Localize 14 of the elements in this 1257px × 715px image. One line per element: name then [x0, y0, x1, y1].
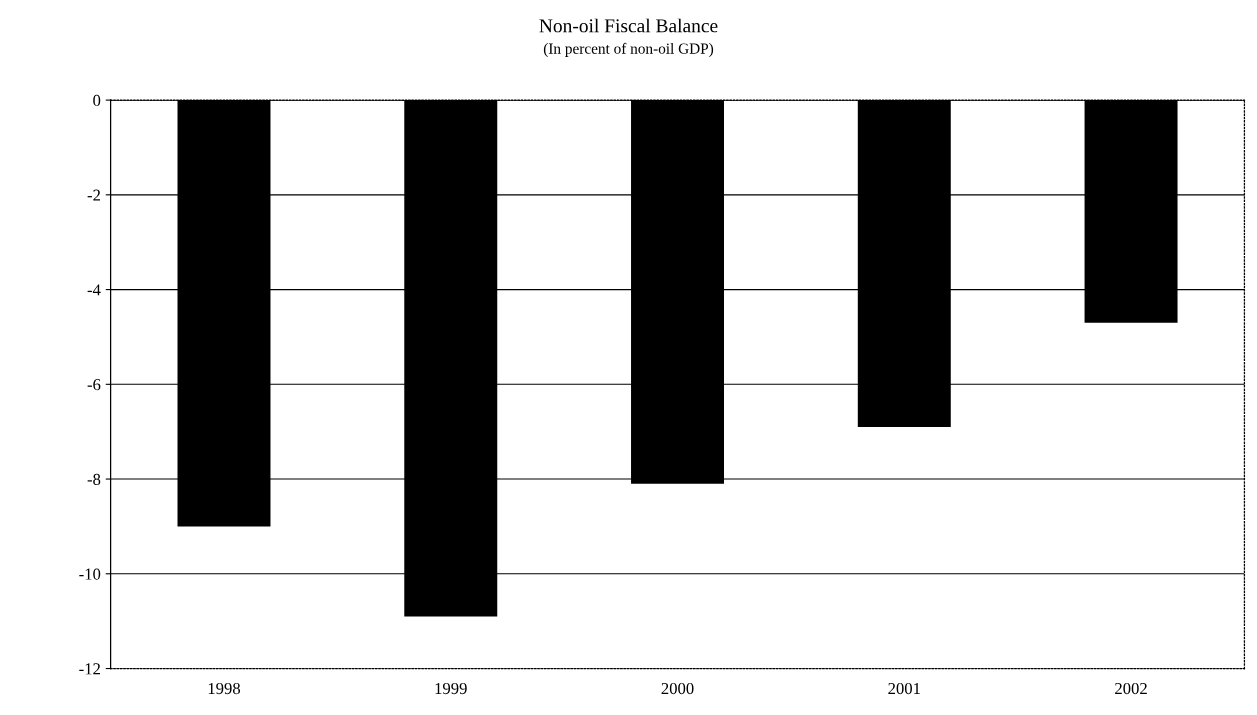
- chart-title: Non-oil Fiscal Balance: [539, 18, 718, 33]
- x-tick-label: 2001: [888, 682, 920, 695]
- x-tick-label: 2002: [1115, 682, 1147, 695]
- y-tick-label: -2: [87, 189, 100, 201]
- y-tick-label: 0: [93, 94, 101, 107]
- x-tick-label: 2000: [661, 682, 694, 695]
- x-tick-label: 1998: [208, 682, 241, 695]
- y-tick-label: -12: [79, 663, 100, 675]
- y-tick-label: -4: [87, 284, 101, 296]
- x-tick-label: 1999: [435, 682, 467, 695]
- y-tick-label: -10: [79, 568, 101, 580]
- y-tick-label: -6: [87, 379, 101, 391]
- chart-subtitle: (In percent of non-oil GDP): [543, 42, 714, 57]
- y-tick-label: -8: [87, 473, 101, 485]
